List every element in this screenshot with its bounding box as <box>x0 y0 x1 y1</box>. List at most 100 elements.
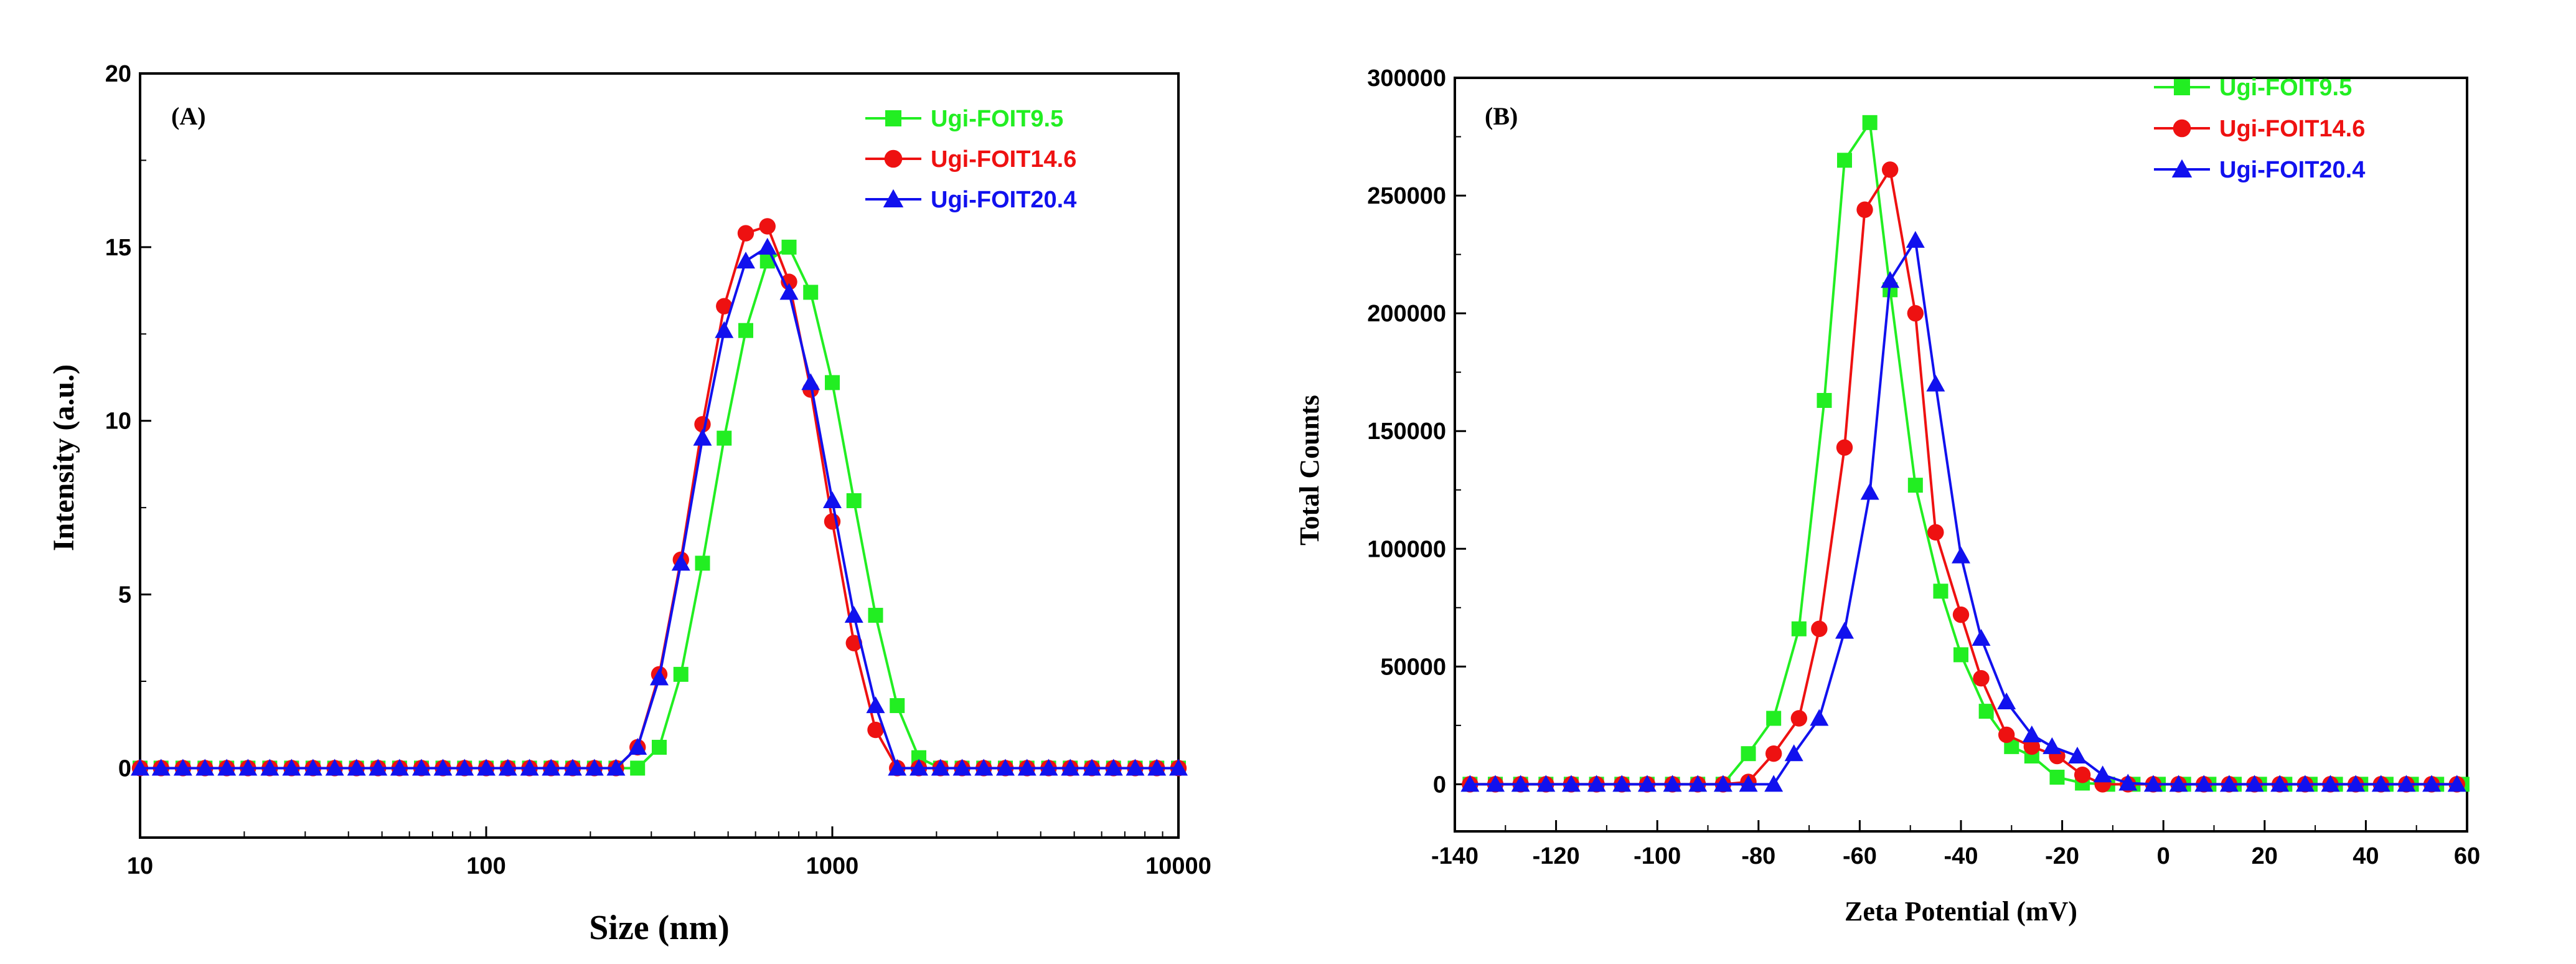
x-tick-label: -60 <box>1843 843 1877 869</box>
data-point <box>737 225 754 242</box>
data-point <box>693 428 712 446</box>
panel-label-a: (A) <box>171 102 206 130</box>
data-point <box>781 239 797 255</box>
data-point <box>433 758 453 776</box>
data-point <box>2371 775 2390 792</box>
data-point <box>1739 775 1758 792</box>
y-tick-label: 5 <box>118 582 131 608</box>
data-point <box>1017 758 1037 776</box>
x-tick-label: 100 <box>466 853 505 879</box>
data-point <box>759 218 776 235</box>
data-point <box>303 758 322 776</box>
data-point <box>1765 745 1782 762</box>
data-point <box>1536 775 1556 792</box>
data-point <box>1790 710 1808 727</box>
x-tick-label: 20 <box>2252 843 2278 869</box>
data-point <box>151 758 171 776</box>
panel-label-b: (B) <box>1485 102 1518 130</box>
data-point <box>844 606 863 623</box>
data-point <box>1972 628 1991 646</box>
x-tick-label: -100 <box>1634 843 1681 869</box>
x-tick-label: -120 <box>1533 843 1580 869</box>
x-tick-label: 60 <box>2454 843 2480 869</box>
data-point <box>673 666 689 682</box>
data-point <box>867 721 884 739</box>
data-point <box>1061 758 1080 776</box>
data-point <box>888 758 907 776</box>
data-point <box>2023 738 2041 755</box>
data-point <box>2022 725 2041 742</box>
series-Ugi-FOIT14.6 <box>1462 161 2465 793</box>
legend-label: Ugi-FOIT9.5 <box>931 106 1063 132</box>
data-point <box>1637 775 1657 792</box>
legend-label: Ugi-FOIT14.6 <box>931 146 1076 172</box>
data-point <box>1741 746 1756 762</box>
data-point <box>1561 775 1581 792</box>
data-point <box>1688 775 1708 792</box>
data-point <box>1862 115 1878 130</box>
data-point <box>2397 775 2416 792</box>
data-point <box>2219 775 2239 792</box>
legend-label: Ugi-FOIT14.6 <box>2219 116 2365 142</box>
y-tick-label: 50000 <box>1380 654 1446 680</box>
y-tick-label: 100000 <box>1367 536 1446 562</box>
data-point <box>369 758 388 776</box>
data-point <box>1082 758 1101 776</box>
data-point <box>1907 478 1923 493</box>
y-axis-title-b: Total Counts <box>1294 395 1325 546</box>
legend-marker <box>2173 119 2191 138</box>
data-point <box>1791 621 1807 636</box>
data-point <box>260 758 280 776</box>
data-point <box>803 285 819 300</box>
data-point <box>651 739 667 755</box>
y-tick-label: 0 <box>118 755 131 782</box>
y-tick-label: 20 <box>105 61 131 87</box>
x-tick-label: 10 <box>127 853 153 879</box>
data-point <box>542 758 561 776</box>
data-point <box>736 252 755 269</box>
data-point <box>585 758 604 776</box>
plot-frame-b <box>1454 77 2468 833</box>
panel-a: 10 100 1000 10000 0 5 10 15 20 (A) Size (nm) Int… <box>47 61 1211 947</box>
data-point <box>2169 775 2188 792</box>
series-Ugi-FOIT9.5 <box>1462 115 2470 792</box>
plot-frame-a <box>139 72 1180 839</box>
data-point <box>630 760 646 776</box>
data-point <box>1764 775 1784 792</box>
data-point <box>628 737 647 755</box>
data-point <box>238 758 258 776</box>
data-point <box>1039 758 1058 776</box>
data-point <box>717 430 732 446</box>
data-point <box>1952 606 1970 623</box>
data-point <box>2194 775 2214 792</box>
data-point <box>173 758 192 776</box>
y-tick-label: 10 <box>105 409 131 435</box>
x-tick-label: 1000 <box>806 853 859 879</box>
legend-label: Ugi-FOIT20.4 <box>931 187 1076 213</box>
y-tick-label: 200000 <box>1367 301 1446 327</box>
data-point <box>390 758 409 776</box>
series-Ugi-FOIT20.4 <box>1460 230 2466 792</box>
y-tick-label: 0 <box>1433 772 1446 798</box>
data-point <box>1460 775 1480 792</box>
x-tick-label: -40 <box>1944 843 1978 869</box>
series-Ugi-FOIT9.5 <box>133 239 1186 776</box>
data-point <box>477 758 496 776</box>
data-point <box>845 635 862 651</box>
data-point <box>758 237 777 255</box>
data-point <box>1881 161 1899 178</box>
legend-label: Ugi-FOIT20.4 <box>2219 157 2365 183</box>
data-point <box>1881 271 1900 288</box>
series-Ugi-FOIT14.6 <box>131 218 1187 777</box>
data-point <box>996 758 1015 776</box>
x-tick-label: 10000 <box>1145 853 1211 879</box>
data-point <box>1486 775 1505 792</box>
x-tick-label: 0 <box>2157 843 2170 869</box>
x-axis-title-b: Zeta Potential (mV) <box>1845 896 2077 927</box>
data-point <box>1973 670 1990 687</box>
data-point <box>2093 765 2112 783</box>
data-point <box>520 758 539 776</box>
series-Ugi-FOIT20.4 <box>131 237 1188 776</box>
data-point <box>2321 775 2340 792</box>
x-tick-label: -20 <box>2045 843 2079 869</box>
